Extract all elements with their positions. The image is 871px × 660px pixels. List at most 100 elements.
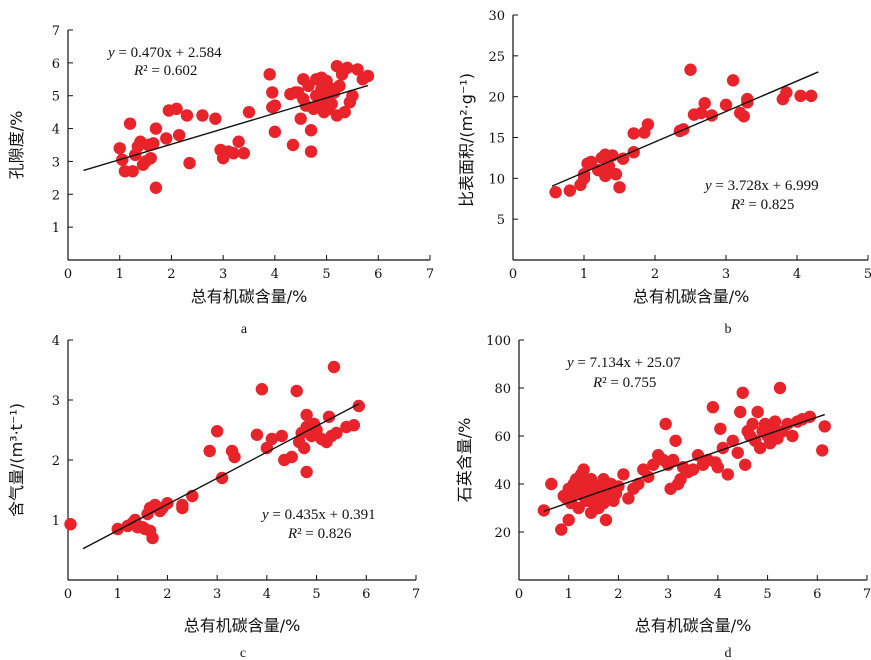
data-point bbox=[659, 417, 672, 431]
y-tick-label: 40 bbox=[494, 478, 511, 493]
regression-line bbox=[551, 71, 819, 187]
data-point bbox=[599, 513, 613, 527]
data-point bbox=[805, 89, 818, 103]
x-tick-label: 7 bbox=[863, 587, 871, 602]
regression-equation: y = 0.470x + 2.584 bbox=[106, 45, 222, 61]
x-axis-label: 总有机碳含量/% bbox=[184, 616, 301, 635]
y-tick-label: 30 bbox=[488, 9, 505, 24]
data-point bbox=[196, 109, 209, 122]
data-point bbox=[577, 463, 590, 476]
x-tick-label: 4 bbox=[271, 267, 279, 282]
data-point bbox=[609, 168, 623, 181]
x-tick-label: 3 bbox=[722, 267, 730, 282]
data-point bbox=[616, 152, 630, 165]
data-point bbox=[803, 410, 817, 423]
data-point bbox=[786, 429, 799, 443]
data-point bbox=[584, 155, 598, 169]
y-tick-label: 7 bbox=[52, 24, 60, 39]
data-point bbox=[721, 468, 734, 481]
data-point bbox=[346, 89, 359, 102]
x-tick-label: 0 bbox=[64, 587, 72, 602]
data-point bbox=[669, 434, 682, 447]
data-point bbox=[617, 468, 630, 481]
data-point bbox=[147, 137, 160, 150]
data-point bbox=[694, 106, 708, 120]
data-point bbox=[172, 128, 186, 142]
x-axis-label: 总有机碳含量/% bbox=[191, 287, 308, 306]
chart-panel-c: 0 1 2 3 4 5 6 7 1 2 3 4 总有机碳含量/% 含气量/(m³·t⁻¹) y = 0.43… bbox=[7, 334, 420, 660]
data-point bbox=[266, 101, 279, 114]
chart-panel-a: 0 1 2 3 4 5 6 7 1 2 3 4 5 6 7 总有机碳含量/% 孔隙度/% y = 0.470x +… bbox=[7, 24, 434, 337]
data-point bbox=[242, 105, 256, 119]
y-tick-label: 25 bbox=[488, 50, 505, 65]
regression-line bbox=[82, 403, 360, 550]
data-point bbox=[209, 112, 222, 125]
x-tick-label: 2 bbox=[167, 267, 175, 282]
r-squared-label: R² = 0.755 bbox=[592, 375, 656, 391]
data-point bbox=[361, 69, 375, 83]
data-point bbox=[739, 458, 752, 471]
x-tick-label: 7 bbox=[412, 587, 420, 602]
data-point bbox=[341, 61, 354, 74]
y-axis-label: 比表面积/(m²·g⁻¹) bbox=[457, 73, 476, 207]
regression-equation: y = 0.435x + 0.391 bbox=[260, 507, 376, 523]
data-point bbox=[183, 156, 196, 170]
data-point bbox=[818, 420, 831, 433]
x-tick-label: 3 bbox=[664, 587, 672, 602]
x-tick-label: 4 bbox=[263, 587, 271, 602]
data-point bbox=[641, 118, 655, 131]
chart-panel-b: 0 1 2 3 4 5 5 10 15 20 25 30 总有机碳含量/% 比表面积/(m²·g⁻¹) y … bbox=[457, 9, 871, 337]
data-point bbox=[227, 147, 240, 160]
data-point bbox=[160, 132, 173, 145]
data-point bbox=[304, 124, 318, 137]
data-point bbox=[562, 513, 575, 527]
y-tick-label: 20 bbox=[494, 526, 511, 541]
data-point bbox=[613, 181, 626, 194]
y-tick-label: 60 bbox=[494, 430, 511, 445]
data-point bbox=[753, 441, 767, 455]
data-point bbox=[691, 449, 705, 462]
y-tick-label: 6 bbox=[52, 57, 60, 72]
data-point bbox=[290, 384, 303, 398]
data-point bbox=[275, 429, 288, 443]
x-tick-label: 1 bbox=[116, 267, 124, 282]
data-point bbox=[714, 422, 727, 435]
data-point bbox=[816, 444, 829, 457]
y-tick-label: 2 bbox=[52, 454, 60, 469]
data-point bbox=[706, 401, 720, 414]
y-axis-label: 石英含量/% bbox=[455, 418, 474, 503]
panel-letter: a bbox=[241, 322, 248, 337]
data-point bbox=[622, 492, 635, 505]
data-point bbox=[250, 428, 264, 441]
data-point bbox=[286, 138, 300, 152]
data-point bbox=[719, 98, 733, 112]
data-point bbox=[203, 444, 216, 458]
data-point bbox=[176, 498, 189, 512]
x-axis-label: 总有机碳含量/% bbox=[635, 616, 752, 635]
x-tick-label: 6 bbox=[813, 587, 821, 602]
y-tick-label: 100 bbox=[486, 334, 511, 349]
data-point bbox=[647, 458, 660, 471]
data-point bbox=[149, 122, 163, 135]
panel-letter: c bbox=[240, 646, 246, 660]
x-tick-label: 1 bbox=[565, 587, 573, 602]
data-point bbox=[632, 477, 645, 491]
x-tick-label: 7 bbox=[426, 267, 434, 282]
data-point bbox=[232, 135, 245, 148]
data-point bbox=[215, 471, 229, 485]
data-point bbox=[322, 410, 336, 423]
data-point bbox=[563, 184, 576, 197]
y-tick-label: 4 bbox=[52, 123, 60, 138]
regression-line bbox=[83, 84, 369, 172]
y-tick-label: 4 bbox=[52, 334, 60, 349]
panel-letter: b bbox=[725, 322, 732, 337]
y-tick-label: 3 bbox=[52, 394, 60, 409]
x-tick-label: 4 bbox=[714, 587, 722, 602]
data-point bbox=[180, 109, 194, 122]
data-point bbox=[773, 381, 787, 395]
data-point bbox=[149, 181, 163, 194]
data-point bbox=[545, 477, 558, 491]
r-squared-label: R² = 0.602 bbox=[133, 63, 197, 79]
data-point bbox=[144, 151, 157, 165]
